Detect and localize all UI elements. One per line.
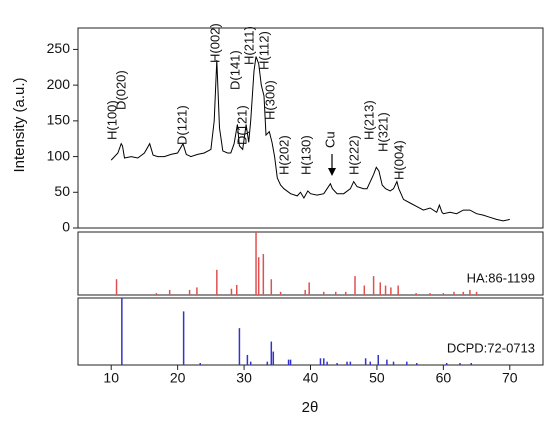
panel-frame [77,27,544,229]
peak-label: D(121) [234,105,249,145]
peak-label: H(004) [391,140,406,180]
y-tick-label: 100 [47,147,71,163]
peak-label: D(121) [174,105,189,145]
peak-label: H(321) [375,112,390,152]
peak-label: H(130) [298,135,313,175]
xrd-pattern [110,56,510,222]
x-tick-label: 60 [436,370,452,386]
peak-label: H(300) [262,80,277,120]
peak-label: H(002) [207,23,222,63]
peak-label: Cu [322,131,337,148]
peak-label: D(020) [113,70,128,110]
peak-label: H(222) [346,135,361,175]
x-tick-label: 70 [502,370,518,386]
peak-label: H(202) [276,135,291,175]
peak-label: H(213) [361,100,376,140]
peak-label: H(100) [104,100,119,140]
y-tick-label: 250 [47,40,71,56]
pattern-name: DCPD:72-0713 [447,340,535,355]
panel-frame [77,231,544,296]
peak-label: H(112) [256,31,271,70]
y-axis-label: Intensity (a.u.) [11,77,28,172]
x-tick-label: 40 [303,370,319,386]
y-tick-label: 50 [54,183,70,199]
y-tick-label: 0 [62,219,70,235]
cu-arrow-head [328,168,336,176]
peak-label: H(211) [241,26,256,65]
x-tick-label: 30 [236,370,252,386]
x-tick-label: 50 [369,370,385,386]
peak-label: D(141) [227,50,242,90]
y-tick-label: 150 [47,112,71,128]
x-tick-label: 10 [103,370,119,386]
x-axis-label: 2θ [302,399,319,416]
pattern-name: HA:86-1199 [467,270,535,285]
y-tick-label: 200 [47,76,71,92]
x-tick-label: 20 [170,370,186,386]
